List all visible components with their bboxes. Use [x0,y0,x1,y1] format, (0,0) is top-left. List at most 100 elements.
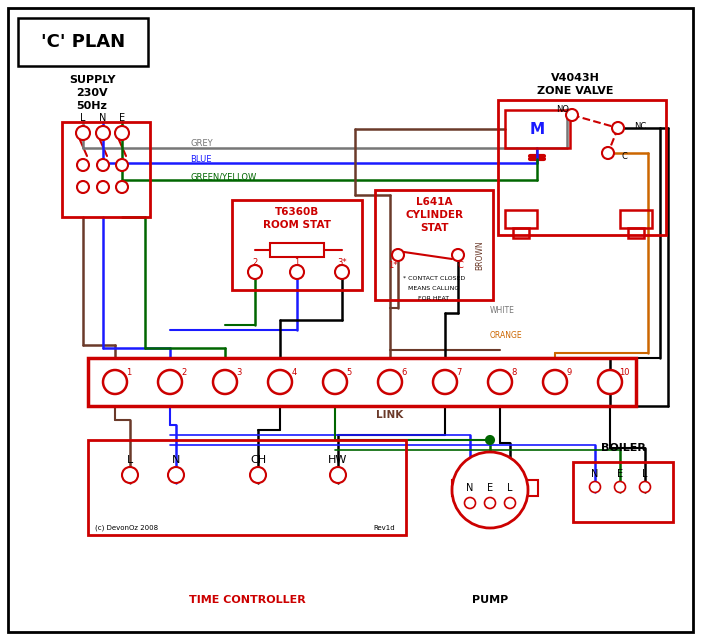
Circle shape [590,481,600,492]
Text: TIME CONTROLLER: TIME CONTROLLER [189,595,305,605]
Circle shape [433,370,457,394]
Text: ORANGE: ORANGE [490,331,522,340]
Text: BROWN: BROWN [475,240,484,270]
Circle shape [452,452,528,528]
Circle shape [97,181,109,193]
Text: N: N [591,469,599,479]
Text: * CONTACT CLOSED: * CONTACT CLOSED [403,276,465,281]
Text: MEANS CALLING: MEANS CALLING [409,285,460,290]
Circle shape [614,481,625,492]
Text: STAT: STAT [420,223,449,233]
Bar [270,243,324,257]
Circle shape [640,481,651,492]
Text: N: N [172,455,180,465]
Text: 2: 2 [181,367,187,376]
Bar [505,210,537,228]
Circle shape [378,370,402,394]
Text: C: C [457,260,463,269]
Circle shape [543,370,567,394]
Bar [620,210,652,228]
Circle shape [566,109,578,121]
Text: SUPPLY: SUPPLY [69,75,115,85]
Text: 8: 8 [511,367,517,376]
Text: 3: 3 [237,367,241,376]
Text: FOR HEAT: FOR HEAT [418,296,449,301]
Circle shape [250,467,266,483]
Text: N: N [466,483,474,493]
Text: 7: 7 [456,367,462,376]
Text: BLUE: BLUE [190,154,211,163]
Bar [375,190,493,300]
Text: 9: 9 [567,367,571,376]
Circle shape [213,370,237,394]
Bar [88,358,636,406]
Circle shape [97,159,109,171]
Text: ROOM STAT: ROOM STAT [263,220,331,230]
Circle shape [486,436,494,444]
Text: L: L [508,483,512,493]
Circle shape [76,126,90,140]
Circle shape [168,467,184,483]
Bar [62,122,150,217]
Circle shape [115,126,129,140]
Circle shape [122,467,138,483]
Text: L: L [642,469,648,479]
Text: NC: NC [634,122,647,131]
Text: 2: 2 [253,258,258,267]
Circle shape [290,265,304,279]
Text: L: L [80,113,86,123]
Circle shape [330,467,346,483]
Text: 50Hz: 50Hz [77,101,107,111]
Circle shape [268,370,292,394]
Text: CH: CH [250,455,266,465]
Circle shape [612,122,624,134]
Text: PUMP: PUMP [472,595,508,605]
Circle shape [335,265,349,279]
Text: ZONE VALVE: ZONE VALVE [537,86,614,96]
Circle shape [77,159,89,171]
Bar [18,18,148,66]
Text: Rev1d: Rev1d [373,525,395,531]
Text: GREY: GREY [190,138,213,147]
Text: E: E [617,469,623,479]
Bar [232,200,362,290]
Text: 1*: 1* [388,260,398,269]
Text: V4043H: V4043H [550,73,600,83]
Circle shape [323,370,347,394]
Bar [513,228,529,238]
Text: GREEN/YELLOW: GREEN/YELLOW [190,172,256,181]
Text: E: E [487,483,493,493]
Text: M: M [529,122,545,137]
Circle shape [248,265,262,279]
Bar [573,462,673,522]
Text: 1: 1 [294,258,300,267]
Text: BOILER: BOILER [601,443,645,453]
Circle shape [77,181,89,193]
Bar [628,228,644,238]
Bar [520,480,538,496]
Circle shape [392,249,404,261]
Text: HW: HW [329,455,347,465]
Text: 'C' PLAN: 'C' PLAN [41,33,125,51]
Text: LINK: LINK [376,410,404,420]
Text: C: C [622,151,628,160]
Circle shape [465,497,475,508]
Circle shape [116,181,128,193]
Text: L: L [127,455,133,465]
Text: 5: 5 [346,367,352,376]
Text: L641A: L641A [416,197,452,207]
Bar [505,110,570,148]
Circle shape [598,370,622,394]
Text: T6360B: T6360B [275,207,319,217]
Text: N: N [99,113,107,123]
Text: CYLINDER: CYLINDER [405,210,463,220]
Bar [498,100,666,235]
Text: 10: 10 [618,367,629,376]
Text: NO: NO [557,104,569,113]
Circle shape [452,249,464,261]
Text: 1: 1 [126,367,132,376]
Circle shape [96,126,110,140]
Circle shape [484,497,496,508]
Bar [88,440,406,535]
Bar [452,480,470,496]
